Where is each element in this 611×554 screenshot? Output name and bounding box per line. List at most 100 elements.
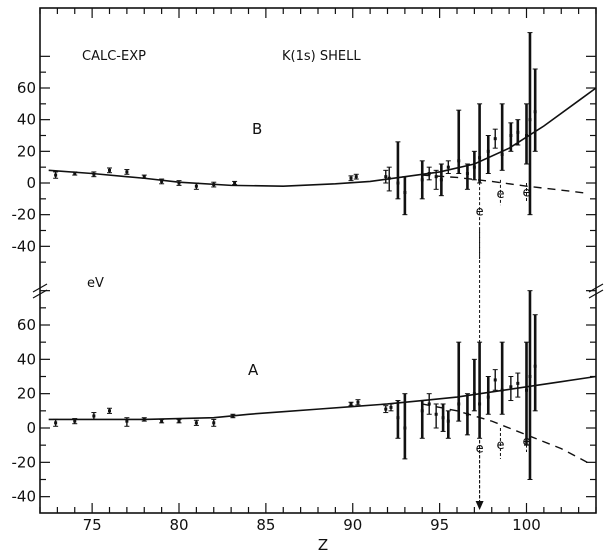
data-point [472,392,476,396]
panel-label-b: B [252,120,262,138]
data-point [212,183,216,187]
data-point [457,159,461,163]
data-point [528,375,532,378]
data-point [177,419,181,423]
data-point [125,419,129,423]
data-point [434,175,438,179]
e-marker-label: e [476,205,484,220]
curve-solid [48,375,597,421]
x-axis: 75 80 85 90 95 100 [39,8,597,534]
data-point [54,173,58,177]
data-point [194,184,198,188]
data-point [403,426,407,430]
data-point [194,421,198,425]
axis-break-left [32,283,48,299]
data-point [533,364,537,368]
y-tick-label: -20 [12,453,37,471]
y-tick-label: 40 [17,350,36,368]
data-point [396,416,400,420]
x-tick-label: 95 [430,516,449,534]
data-point [500,388,504,392]
y-tick-label: 60 [17,316,36,334]
data-point [533,110,537,114]
y-tick-label: -40 [12,237,37,255]
y-tick-label: 60 [17,79,36,97]
data-point [434,412,438,416]
y-tick-label: 20 [17,385,36,403]
data-point [92,414,96,418]
data-point [420,409,424,413]
data-point [231,414,235,418]
y-tick-label: 0 [26,174,36,192]
x-tick-label: 80 [169,516,188,534]
data-point [125,170,129,174]
data-point [446,419,450,423]
data-point [420,178,424,182]
data-point [177,181,181,185]
data-point [384,175,388,179]
x-tick-label: 100 [512,516,541,534]
data-point [212,421,216,425]
data-point [516,381,520,385]
x-axis-label: Z [318,536,328,554]
annotation-calc-exp: CALC-EXP [82,49,146,64]
data-point [439,178,443,182]
data-point [396,181,400,185]
data-point [73,172,77,175]
curve-dashed [422,174,588,194]
data-point [509,134,513,137]
y-axis-unit-label: eV [87,276,104,291]
y-tick-label: 40 [17,111,36,129]
data-point [142,175,146,179]
data-point [446,165,450,169]
data-point [349,176,353,180]
e-marker-label: e [523,435,531,450]
data-point [160,179,164,183]
data-point [478,402,482,406]
data-point [387,176,391,180]
data-point [54,421,58,425]
y-tick-label: -20 [12,206,37,224]
data-point [516,130,520,134]
panel-label-a: A [248,361,259,379]
x-tick-label: 90 [343,516,362,534]
data-point [403,191,407,194]
data-point [384,407,388,411]
e-marker-label: e [496,438,504,453]
y-tick-label: -40 [12,488,37,506]
e-marker-label: e [496,187,504,202]
data-point [478,156,482,160]
data-point [108,168,111,172]
y-tick-label: 20 [17,142,36,160]
data-point [427,402,431,406]
data-point [73,419,77,423]
data-point [108,409,111,413]
y-tick-label: 0 [26,419,36,437]
data-point [509,385,513,389]
data-point [525,388,528,392]
data-point [356,400,360,404]
e-marker-label: e [523,186,531,201]
data-point [457,402,461,406]
data-point [92,172,96,176]
e-marker-label: e [476,442,484,457]
data-point [389,405,393,409]
data-point [233,181,237,185]
data-point [493,137,497,141]
data-point [441,416,445,420]
data-point [500,153,504,156]
data-point [427,172,431,175]
plot-frame [32,7,604,514]
data-point [160,419,164,423]
plot-border [39,7,597,514]
data-point [142,417,146,421]
e-drop-arrow [475,501,484,510]
data-point [354,175,358,179]
data-point [525,134,528,137]
data-point [349,402,353,406]
data-point [486,395,490,399]
curve-dashed [422,403,588,463]
